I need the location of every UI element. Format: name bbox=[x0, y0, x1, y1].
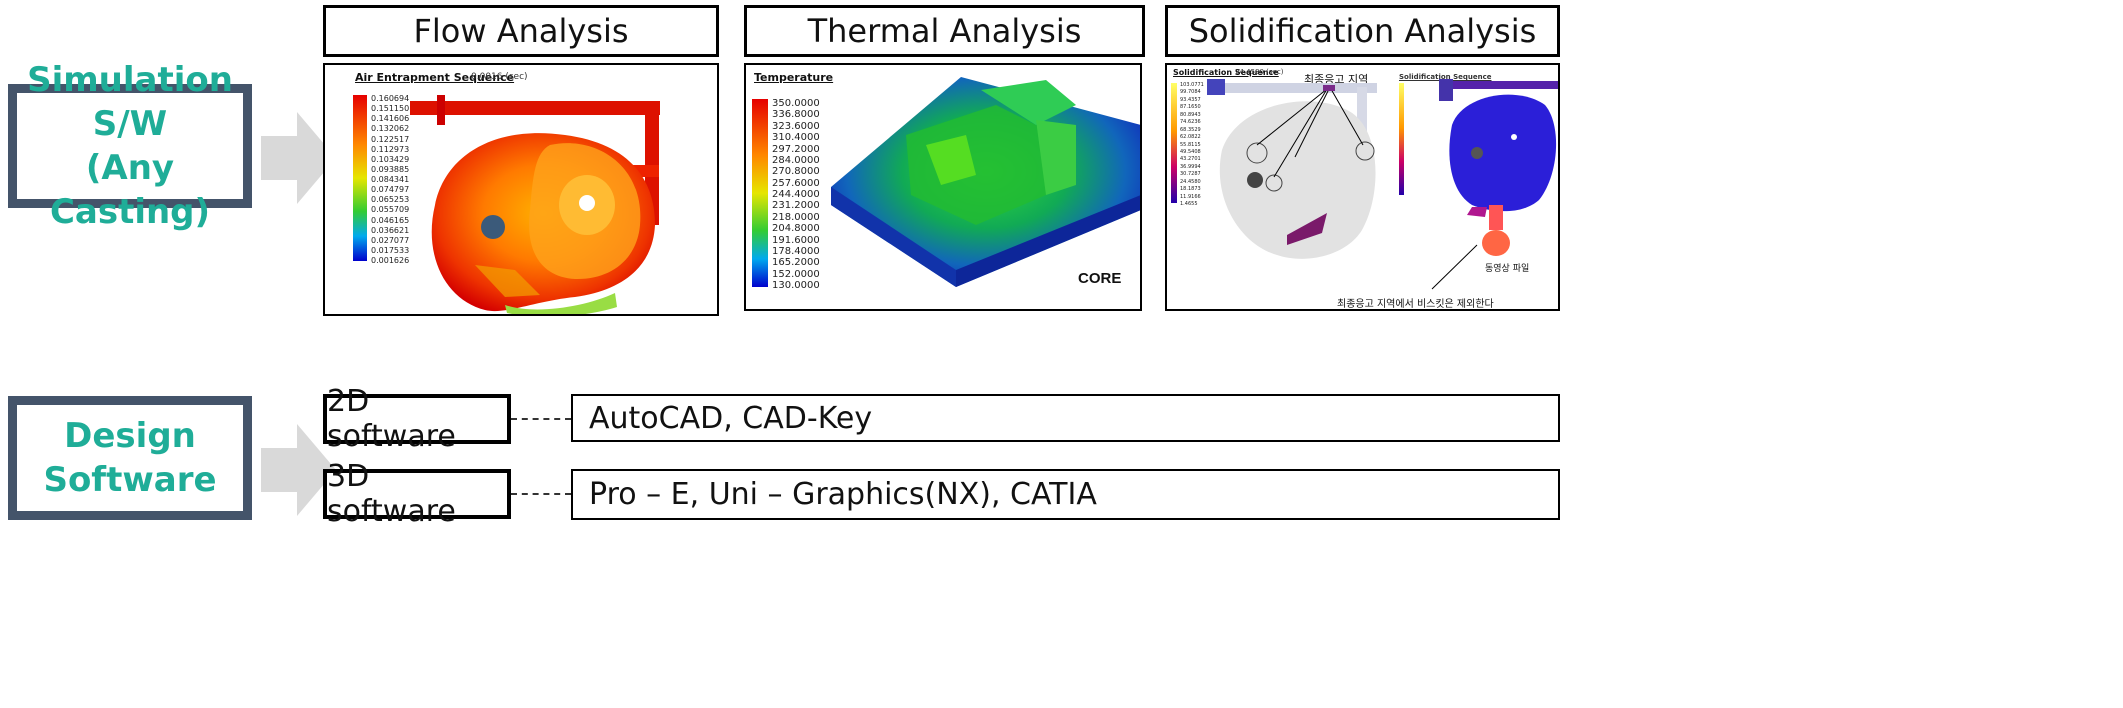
scale-value: 0.027077 bbox=[371, 235, 410, 245]
scale-value: 284.0000 bbox=[772, 154, 820, 166]
scale-value: 244.4000 bbox=[772, 189, 820, 200]
arrow-right-icon bbox=[261, 424, 336, 516]
scale-value: 310.4000 bbox=[772, 132, 820, 144]
scale-value: 93.4357 bbox=[1180, 96, 1201, 103]
scale-value: 0.093885 bbox=[371, 164, 410, 174]
scale-value: 191.6000 bbox=[772, 234, 820, 246]
design-software-box: Design Software bbox=[8, 396, 252, 520]
final-region-label: 최종응고 지역 bbox=[1304, 73, 1369, 86]
scale-value: 152.0000 bbox=[772, 268, 820, 280]
core-label: CORE bbox=[1078, 270, 1121, 287]
connector-3d bbox=[511, 493, 571, 495]
scale-value: 18.1873 bbox=[1180, 186, 1201, 193]
scale-value: 0.074797 bbox=[371, 185, 410, 195]
scale-value: 0.141606 bbox=[371, 114, 410, 124]
scale-value: 24.4580 bbox=[1180, 178, 1201, 185]
scale-value: 80.8943 bbox=[1180, 111, 1201, 118]
flow-casting-render bbox=[410, 95, 660, 314]
scale-value: 30.7287 bbox=[1180, 171, 1201, 178]
scale-value: 130.0000 bbox=[772, 280, 820, 291]
design-software-label: Design Software bbox=[43, 416, 217, 500]
scale-value: 11.9166 bbox=[1180, 193, 1201, 200]
scale-value: 74.6236 bbox=[1180, 119, 1201, 126]
scale-value: 0.122517 bbox=[371, 134, 410, 144]
simulation-software-label: Simulation S/W (Any Casting) bbox=[27, 60, 233, 232]
scale-value: 165.2000 bbox=[772, 257, 820, 269]
scale-value: 0.046165 bbox=[371, 215, 410, 225]
sw-3d-box: 3D software bbox=[323, 459, 511, 529]
flow-analysis-image: Air Entrapment Sequence 0.0016 (sec) 0.1… bbox=[323, 63, 719, 316]
sw-2d-label: 2D software bbox=[327, 384, 456, 454]
scale-value: 257.6000 bbox=[772, 177, 820, 189]
scale-value: 87.1650 bbox=[1180, 104, 1201, 111]
flow-analysis-title: Flow Analysis bbox=[413, 12, 629, 50]
scale-value: 0.084341 bbox=[371, 175, 410, 184]
solid-time: 24.4580 (sec) bbox=[1235, 68, 1284, 76]
video-file-label: 동영상 파일 bbox=[1485, 264, 1530, 274]
list-3d-box: Pro – E, Uni – Graphics(NX), CATIA bbox=[571, 469, 1560, 520]
thermal-analysis-title: Thermal Analysis bbox=[807, 12, 1082, 50]
scale-value: 178.4000 bbox=[772, 245, 820, 257]
solidification-render bbox=[1207, 79, 1558, 290]
scale-value: 336.8000 bbox=[772, 109, 820, 121]
arrow-right-icon bbox=[261, 112, 336, 204]
scale-value: 68.3529 bbox=[1180, 126, 1201, 133]
connector-2d bbox=[511, 418, 571, 420]
thermal-core-render: CORE bbox=[831, 77, 1140, 287]
scale-value: 204.8000 bbox=[772, 223, 820, 235]
simulation-software-box: Simulation S/W (Any Casting) bbox=[8, 60, 252, 232]
sw-3d-label: 3D software bbox=[327, 459, 456, 529]
scale-value: 1.4655 bbox=[1180, 201, 1198, 207]
scale-value: 0.036621 bbox=[371, 225, 410, 235]
scale-value: 99.7084 bbox=[1180, 89, 1201, 96]
solid-caption-2: Solidification Sequence bbox=[1399, 73, 1492, 81]
scale-value: 0.112973 bbox=[371, 144, 410, 154]
scale-value: 270.8000 bbox=[772, 166, 820, 178]
scale-value: 55.8115 bbox=[1180, 141, 1201, 148]
scale-value: 0.151150 bbox=[371, 104, 410, 114]
scale-value: 0.160694 bbox=[371, 94, 410, 103]
scale-value: 350.0000 bbox=[772, 98, 820, 109]
thermal-analysis-header: Thermal Analysis bbox=[744, 5, 1145, 57]
scale-value: 0.001626 bbox=[371, 256, 410, 265]
solid-caption: Solidification Sequence bbox=[1173, 68, 1279, 77]
scale-value: 49.5408 bbox=[1180, 148, 1201, 155]
scale-value: 297.2000 bbox=[772, 143, 820, 155]
scale-value: 103.0771 bbox=[1180, 82, 1204, 88]
scale-value: 0.065253 bbox=[371, 195, 410, 205]
sw-2d-box: 2D software bbox=[323, 384, 511, 454]
scale-value: 62.0822 bbox=[1180, 134, 1201, 141]
scale-value: 0.017533 bbox=[371, 245, 410, 255]
flow-caption: Air Entrapment Sequence bbox=[355, 71, 515, 84]
list-2d-box: AutoCAD, CAD-Key bbox=[571, 394, 1560, 442]
scale-value: 231.2000 bbox=[772, 200, 820, 212]
note-label: 최종응고 지역에서 비스킷은 제외한다 bbox=[1337, 299, 1494, 310]
scale-value: 36.9994 bbox=[1180, 163, 1201, 170]
flow-time: 0.0016 (sec) bbox=[471, 72, 528, 82]
flow-analysis-header: Flow Analysis bbox=[323, 5, 719, 57]
scale-value: 43.2701 bbox=[1180, 156, 1201, 163]
scale-value: 0.132062 bbox=[371, 124, 410, 134]
list-3d-label: Pro – E, Uni – Graphics(NX), CATIA bbox=[589, 477, 1097, 512]
solidification-analysis-header: Solidification Analysis bbox=[1165, 5, 1560, 57]
solidification-analysis-title: Solidification Analysis bbox=[1188, 12, 1537, 50]
thermal-analysis-image: Temperature 350.0000 336.8000 323.6000 310.… bbox=[744, 63, 1142, 311]
list-2d-label: AutoCAD, CAD-Key bbox=[589, 400, 873, 436]
thermal-caption: Temperature bbox=[754, 71, 834, 84]
solidification-analysis-image: Solidification Sequence 24.4580 (sec) So… bbox=[1165, 63, 1560, 311]
scale-value: 218.0000 bbox=[772, 211, 820, 223]
scale-value: 0.055709 bbox=[371, 205, 410, 215]
scale-value: 323.6000 bbox=[772, 120, 820, 132]
scale-value: 0.103429 bbox=[371, 154, 410, 164]
